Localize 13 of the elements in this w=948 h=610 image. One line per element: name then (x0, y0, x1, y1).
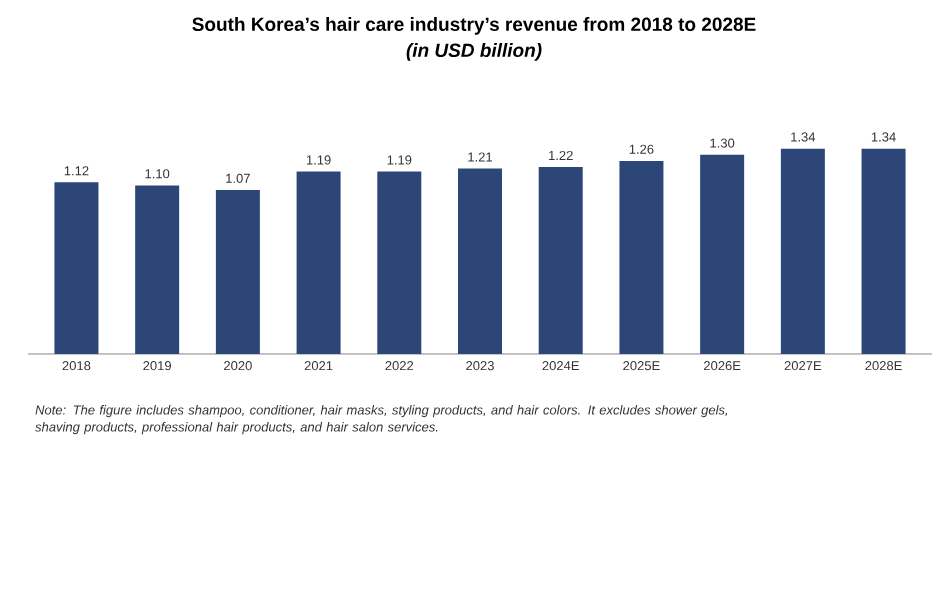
bar (780, 148, 825, 354)
chart-subtitle: (in USD billion) (406, 43, 542, 61)
bar (377, 171, 422, 354)
bar (861, 148, 906, 354)
chart-title: South Korea’s hair care industry’s revenue from 2018 to 2028E (192, 17, 756, 35)
bar (135, 185, 180, 354)
bar (54, 182, 99, 354)
bar (215, 190, 260, 354)
bar (296, 171, 341, 354)
bar (619, 160, 664, 354)
bar (700, 154, 745, 354)
bar (538, 167, 583, 354)
bar (458, 168, 503, 354)
